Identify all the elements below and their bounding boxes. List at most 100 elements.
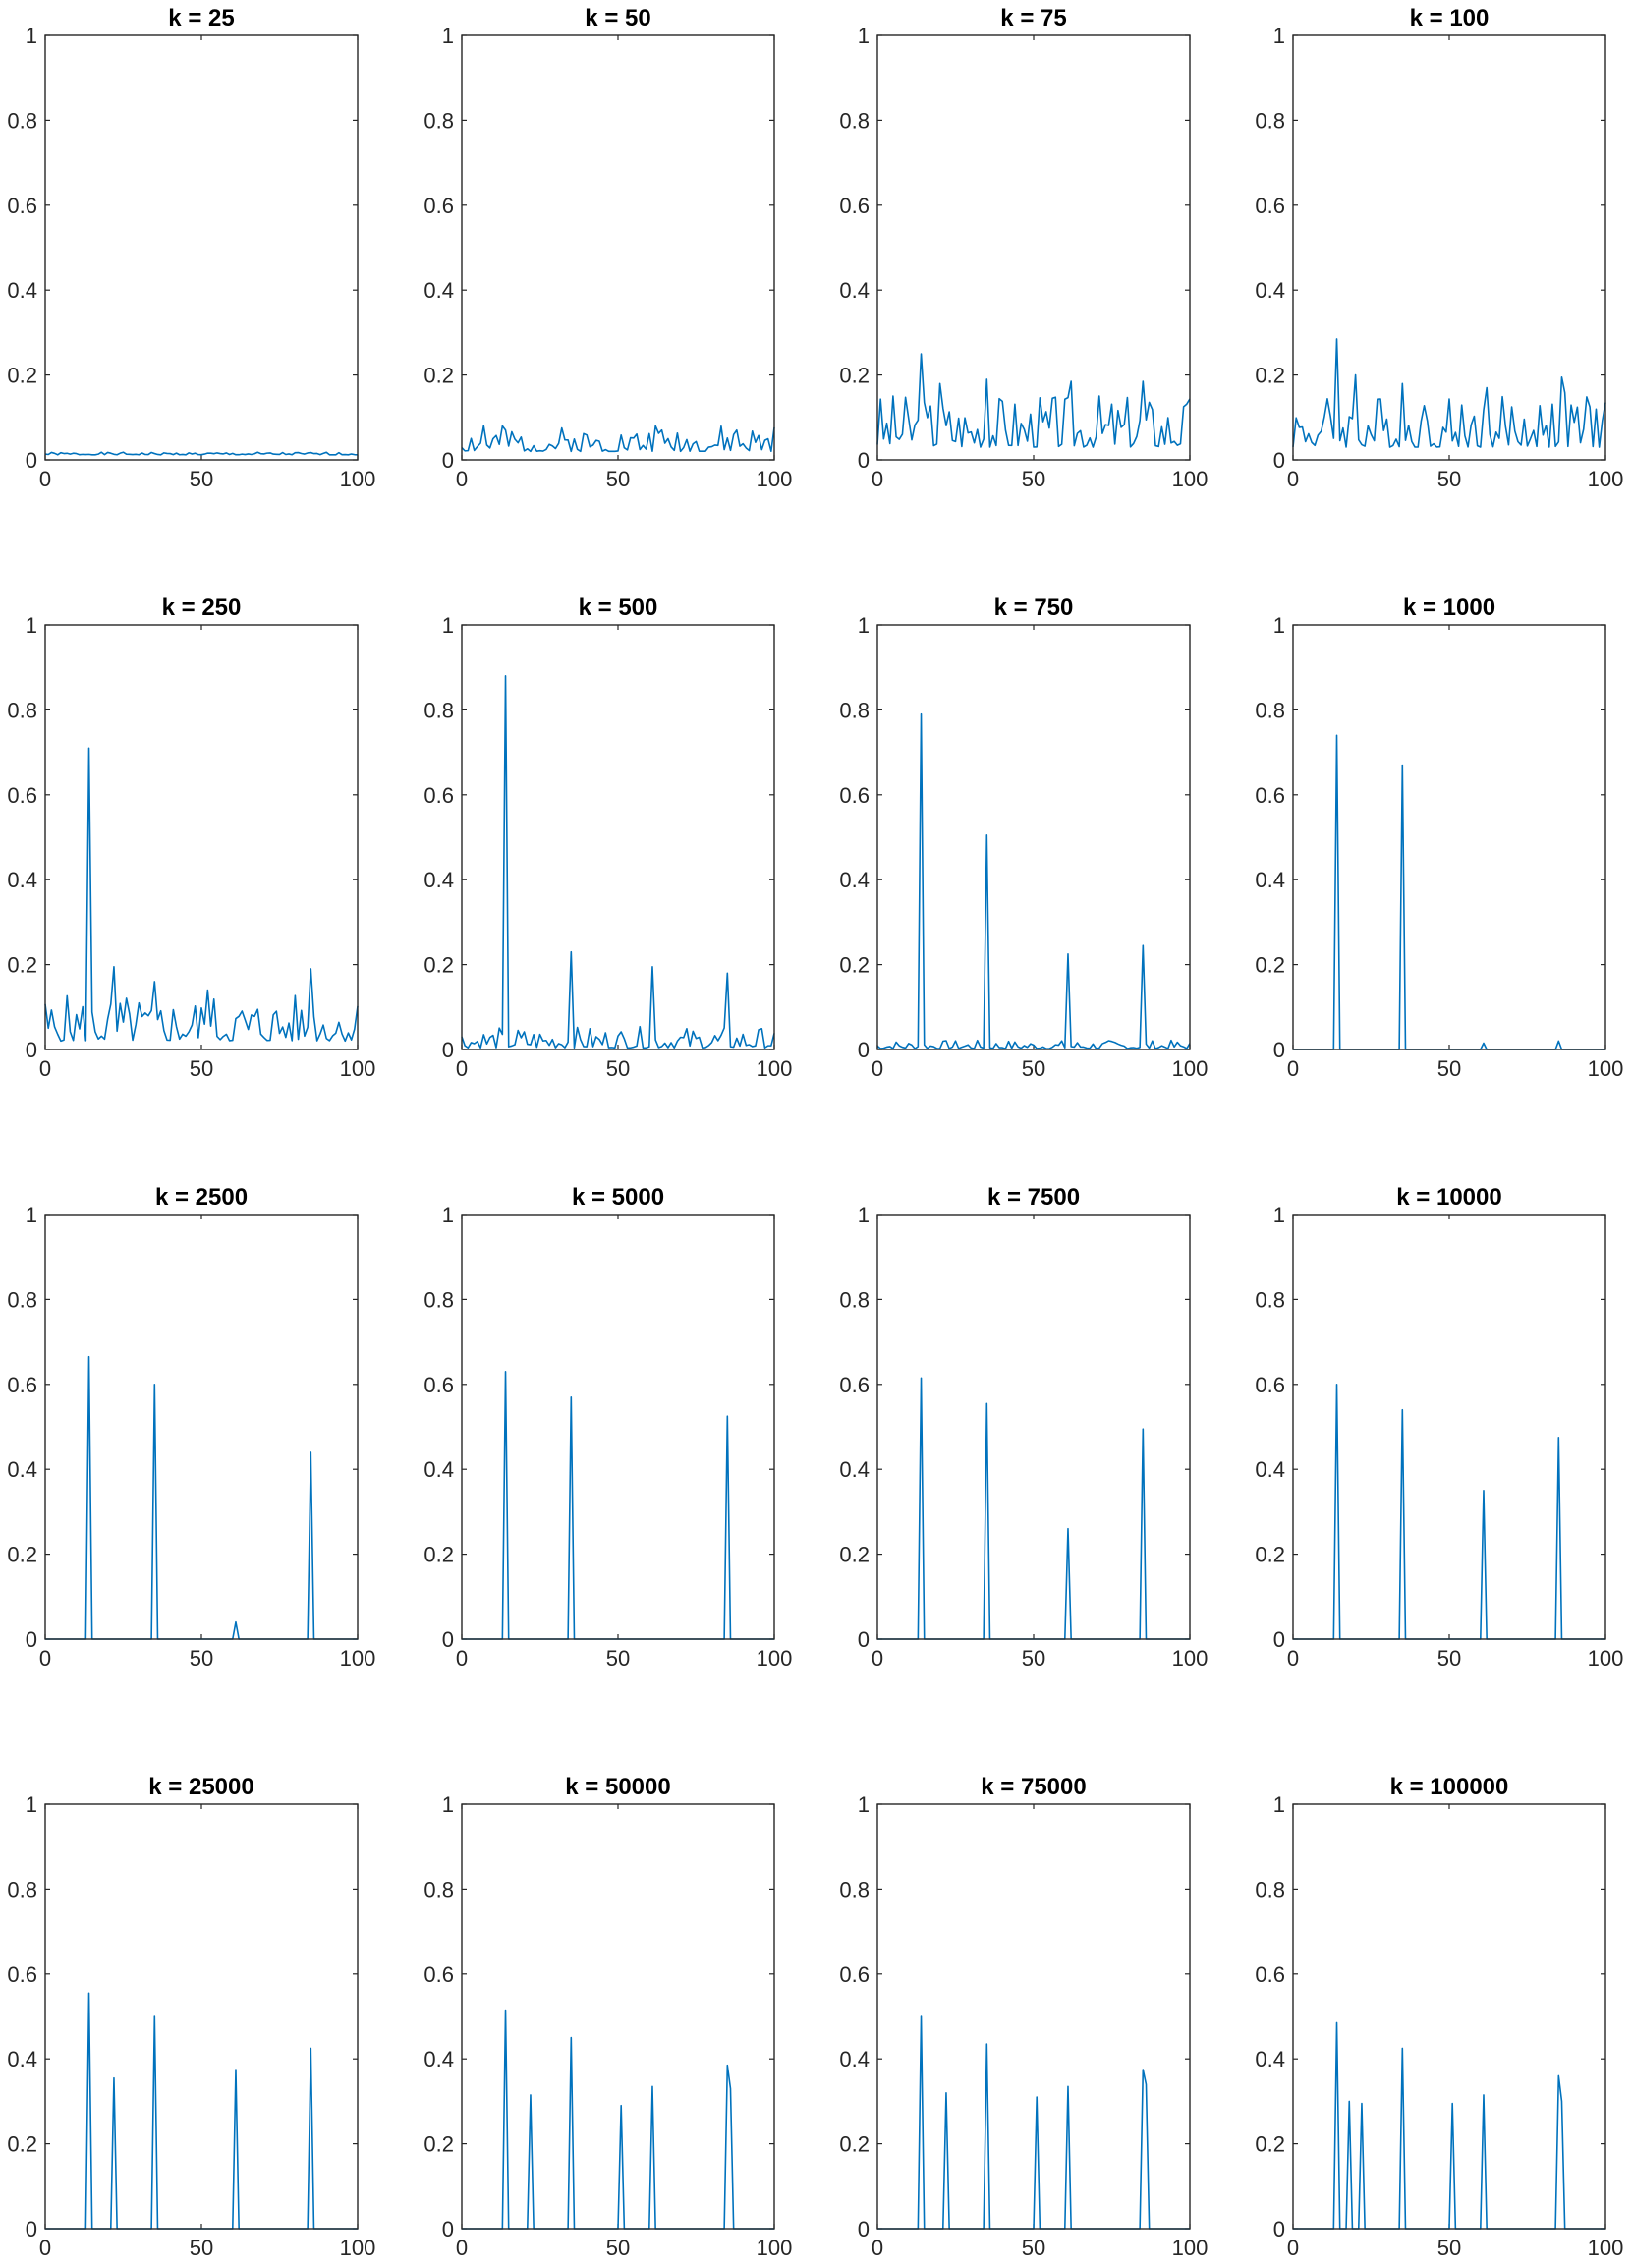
y-tick-label: 0.2 <box>839 953 870 978</box>
y-tick-label: 0 <box>26 1627 37 1652</box>
x-tick-label: 100 <box>1172 1056 1209 1081</box>
y-tick-label: 0.8 <box>839 108 870 133</box>
x-tick-label: 50 <box>1437 1056 1461 1081</box>
y-tick-label: 0.8 <box>1255 108 1285 133</box>
subplot-6: k = 500 0 0.2 0.4 0.6 0.8 1 0 50 100 <box>423 595 792 1081</box>
subplot-title: k = 75000 <box>981 1774 1086 1800</box>
y-tick-label: 0.6 <box>1255 1962 1285 1987</box>
y-tick-label: 0.8 <box>839 1287 870 1312</box>
x-tick-label: 0 <box>872 1646 883 1671</box>
y-tick-label: 0 <box>442 1038 454 1062</box>
y-tick-label: 0.2 <box>7 364 37 388</box>
y-tick-label: 0.8 <box>423 698 454 722</box>
subplot-title: k = 50 <box>585 5 650 31</box>
series-line <box>45 1992 358 2230</box>
y-tick-label: 0 <box>858 2217 870 2241</box>
y-tick-label: 1 <box>1273 1203 1285 1227</box>
y-tick-label: 0 <box>442 2217 454 2241</box>
subplot-4: k = 100 0 0.2 0.4 0.6 0.8 1 0 50 100 <box>1255 5 1623 491</box>
y-tick-label: 0.2 <box>423 953 454 978</box>
y-tick-label: 0.2 <box>7 1543 37 1567</box>
y-tick-label: 0.6 <box>423 194 454 218</box>
axes-box <box>461 1214 775 1640</box>
axes-box <box>461 1803 775 2230</box>
y-tick-label: 0.8 <box>7 698 37 722</box>
axes-box <box>44 1214 359 1640</box>
y-tick-label: 0.6 <box>1255 194 1285 218</box>
y-tick-label: 0.6 <box>7 1373 37 1397</box>
x-tick-label: 0 <box>456 2236 468 2260</box>
x-tick-label: 0 <box>39 1646 51 1671</box>
axes-box <box>876 624 1191 1050</box>
axes-box <box>876 34 1191 461</box>
x-tick-label: 100 <box>757 1646 793 1671</box>
subplot-13: k = 25000 0 0.2 0.4 0.6 0.8 1 0 50 100 <box>7 1774 375 2260</box>
y-tick-label: 1 <box>1273 24 1285 48</box>
y-tick-label: 0.6 <box>423 1962 454 1987</box>
y-tick-label: 0.6 <box>7 1962 37 1987</box>
y-tick-label: 0 <box>26 448 37 473</box>
subplot-title: k = 75 <box>1000 5 1066 31</box>
y-tick-label: 0 <box>26 1038 37 1062</box>
x-tick-label: 100 <box>1588 1646 1624 1671</box>
series-line <box>876 353 1191 448</box>
y-tick-label: 1 <box>26 1792 37 1817</box>
y-tick-label: 0.4 <box>1255 2047 1285 2071</box>
x-tick-label: 0 <box>456 1646 468 1671</box>
y-tick-label: 0.6 <box>839 194 870 218</box>
y-tick-label: 0.2 <box>839 1543 870 1567</box>
x-tick-label: 50 <box>1022 467 1045 491</box>
x-tick-label: 50 <box>1437 1646 1461 1671</box>
subplot-title: k = 500 <box>579 595 658 621</box>
x-tick-label: 50 <box>190 1646 213 1671</box>
y-tick-label: 0.6 <box>839 783 870 808</box>
x-tick-label: 50 <box>606 1646 630 1671</box>
axes-box <box>461 624 775 1050</box>
y-tick-label: 0.4 <box>839 1457 870 1482</box>
x-tick-label: 50 <box>1022 1646 1045 1671</box>
subplot-title: k = 7500 <box>987 1184 1080 1211</box>
subplot-title: k = 2500 <box>155 1184 248 1211</box>
series-line <box>462 2009 774 2230</box>
series-line <box>1293 734 1605 1050</box>
subplot-11: k = 7500 0 0.2 0.4 0.6 0.8 1 0 50 100 <box>839 1184 1208 1671</box>
subplot-title: k = 25 <box>168 5 234 31</box>
y-tick-label: 0.6 <box>423 783 454 808</box>
y-tick-label: 0 <box>1273 448 1285 473</box>
y-tick-label: 1 <box>26 613 37 638</box>
subplot-12: k = 10000 0 0.2 0.4 0.6 0.8 1 0 50 100 <box>1255 1184 1623 1671</box>
y-tick-label: 1 <box>858 613 870 638</box>
subplot-15: k = 75000 0 0.2 0.4 0.6 0.8 1 0 50 100 <box>839 1774 1208 2260</box>
y-tick-label: 0.8 <box>423 108 454 133</box>
y-tick-label: 0.4 <box>839 2047 870 2071</box>
x-tick-label: 0 <box>872 2236 883 2260</box>
subplot-title: k = 10000 <box>1396 1184 1501 1211</box>
y-tick-label: 1 <box>26 1203 37 1227</box>
y-tick-label: 0 <box>1273 2217 1285 2241</box>
x-tick-label: 0 <box>456 1056 468 1081</box>
y-tick-label: 0.2 <box>423 364 454 388</box>
y-tick-label: 0 <box>1273 1038 1285 1062</box>
series-line <box>876 712 1191 1049</box>
y-tick-label: 0.2 <box>423 1543 454 1567</box>
series-line <box>877 1377 1190 1640</box>
y-tick-label: 0.4 <box>423 2047 454 2071</box>
axes-box <box>1292 624 1606 1050</box>
x-tick-label: 100 <box>1588 1056 1624 1081</box>
axes-box <box>1292 1214 1606 1640</box>
y-tick-label: 1 <box>26 24 37 48</box>
y-tick-label: 0.4 <box>423 1457 454 1482</box>
x-tick-label: 100 <box>340 1646 376 1671</box>
y-tick-label: 0.2 <box>1255 364 1285 388</box>
x-tick-label: 0 <box>39 2236 51 2260</box>
y-tick-label: 0.4 <box>839 868 870 892</box>
axes-box <box>44 624 359 1050</box>
x-tick-label: 0 <box>1287 1646 1299 1671</box>
x-tick-label: 0 <box>1287 2236 1299 2260</box>
subplot-title: k = 100000 <box>1390 1774 1509 1800</box>
y-tick-label: 0 <box>858 448 870 473</box>
y-tick-label: 1 <box>858 1792 870 1817</box>
y-tick-label: 0.4 <box>423 278 454 303</box>
axes-box <box>44 34 359 461</box>
